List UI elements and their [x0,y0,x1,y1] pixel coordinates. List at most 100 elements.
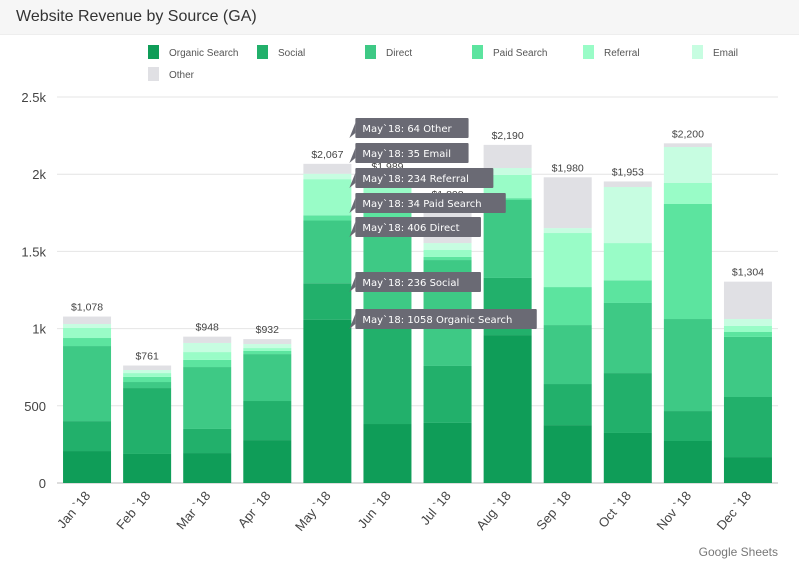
bar-total-label: $1,078 [71,302,103,314]
legend-label-3: Paid Search [493,48,547,59]
bar-segment-other [63,316,112,324]
bar-segment-referral [543,233,592,288]
legend-label-6: Other [169,70,195,81]
tooltip: May`18: 64 Other [349,118,469,138]
bar-segment-referral [63,327,112,339]
bar-segment-social [63,421,112,452]
bar-segment-organic-search [483,335,532,483]
bar-segment-paid-search [483,198,532,200]
tooltip-text: May`18: 234 Referral [362,173,469,185]
y-tick-label: 2k [32,167,46,182]
tooltip-box [355,272,481,292]
bar-segment-email [663,147,712,184]
bar-total-label: $761 [135,351,159,363]
legend-swatch-4 [583,45,594,59]
bar-segment-email [423,243,472,251]
x-tick-label: Jan `18 [54,488,93,531]
tooltip-text: May`18: 34 Paid Search [362,198,481,210]
bar-segment-organic-search [363,424,412,483]
tooltip-box [355,217,481,237]
x-tick-label: Mar `18 [173,488,213,532]
bar-segment-organic-search [543,425,592,483]
bar-segment-referral [303,179,352,216]
bar-segment-organic-search [63,451,112,483]
x-tick-label: Aug `18 [473,488,514,533]
tooltip: May`18: 35 Email [349,143,469,163]
legend-swatch-1 [257,45,268,59]
bar-segment-social [423,365,472,423]
bar-segment-social [543,384,592,426]
bar-segment-paid-search [423,256,472,261]
tooltip: May`18: 406 Direct [349,217,481,237]
legend-label-2: Direct [386,48,412,59]
tooltip: May`18: 236 Social [349,272,481,292]
bar-segment-paid-search [183,359,232,368]
y-tick-label: 2.5k [21,90,46,105]
bar-segment-referral [603,243,652,281]
x-tick-label: Jun `18 [354,488,393,531]
bar-segment-organic-search [183,453,232,483]
bar-segment-organic-search [723,457,772,483]
bar-segment-social [723,396,772,458]
bar-segment-other [183,336,232,343]
bar-segment-paid-search [63,338,112,347]
bar-segment-organic-search [603,432,652,483]
tooltip-arrow [349,314,356,329]
y-tick-label: 1k [32,322,46,337]
tooltip-box [355,309,537,329]
bar-segment-referral [723,325,772,332]
bar-segment-referral [423,250,472,257]
bar-segment-organic-search [243,440,292,483]
bar-segment-email [603,187,652,244]
bar-segment-email [483,168,532,175]
bar-total-label: $948 [196,322,220,334]
bar-total-label: $2,190 [492,130,524,142]
legend-swatch-5 [692,45,703,59]
bar-segment-direct [723,336,772,397]
bar-segment-direct [63,346,112,422]
bar-segment-referral [483,174,532,199]
x-tick-label: Oct `18 [595,488,634,530]
bar-segment-paid-search [303,215,352,221]
tooltip-arrow [349,277,356,292]
tooltip: May`18: 1058 Organic Search [349,309,537,329]
tooltip-arrow [349,148,356,163]
bar-segment-direct [543,325,592,385]
tooltip-arrow [349,173,356,188]
bar-segment-other [123,365,172,370]
bar-segment-social [183,428,232,454]
x-tick-label: Feb `18 [113,488,153,532]
bar-segment-referral [663,183,712,204]
bar-segment-organic-search [123,453,172,483]
bar-total-label: $1,953 [612,166,644,178]
tooltip-box [355,143,469,163]
chart-title: Website Revenue by Source (GA) [16,8,257,25]
bar-segment-social [663,411,712,442]
bar-segment-email [243,344,292,349]
bar-segment-direct [663,319,712,412]
bar-segment-direct [123,382,172,389]
bar-segment-social [303,283,352,320]
legend-swatch-2 [365,45,376,59]
x-tick-label: Sep `18 [533,488,574,533]
legend-swatch-0 [148,45,159,59]
x-tick-label: May `18 [292,488,334,534]
chart-title-bar: Website Revenue by Source (GA) [0,0,799,35]
tooltip-text: May`18: 1058 Organic Search [362,314,512,326]
bar-segment-direct [243,354,292,402]
bar-segment-social [123,388,172,454]
bar-segment-organic-search [423,422,472,483]
bar-segment-referral [183,352,232,360]
tooltip-box [355,193,506,213]
bar-segment-paid-search [663,203,712,320]
y-tick-label: 0 [39,476,46,491]
legend-label-1: Social [278,48,305,59]
bar-segment-paid-search [123,376,172,383]
bar-segment-other [483,144,532,169]
bar-total-label: $1,980 [552,162,584,174]
bar-segment-email [303,173,352,180]
bar-segment-other [543,177,592,229]
tooltip-text: May`18: 236 Social [362,277,459,289]
x-tick-label: Jul `18 [417,488,454,528]
